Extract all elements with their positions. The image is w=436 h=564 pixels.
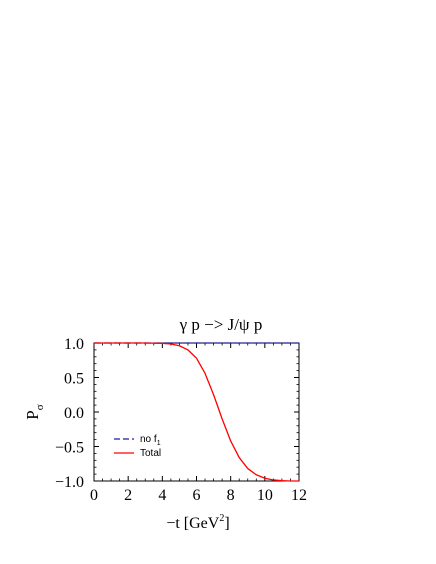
tick-labels: 0 2 4 6 8 10 12 −1.0 −0.5 0.0 0.5 1.0 — [55, 336, 307, 504]
axis-ticks — [93, 342, 300, 482]
x-axis-label-close: ] — [224, 515, 229, 532]
legend-no-f1-sub: 1 — [157, 440, 161, 447]
y-tick-label: −0.5 — [55, 440, 84, 457]
chart-title: γ p −> J/ψ p — [179, 315, 263, 334]
y-axis-label: Pσ — [23, 404, 46, 419]
x-tick-label: 2 — [124, 487, 132, 504]
x-tick-label: 4 — [158, 487, 166, 504]
legend-label-no-f1: no f1 — [140, 434, 161, 447]
y-tick-label: 1.0 — [64, 336, 84, 353]
y-axis-label-main: P — [23, 410, 42, 419]
x-tick-label: 10 — [257, 487, 273, 504]
x-axis-label-sup: 2 — [219, 513, 224, 524]
legend-label-total: Total — [140, 448, 161, 459]
x-axis-label: −t [GeV2] — [166, 513, 229, 532]
legend: no f1 Total — [114, 434, 161, 459]
x-axis-label-main: −t [GeV — [166, 515, 219, 532]
plot-frame — [93, 342, 300, 482]
x-tick-label: 12 — [291, 487, 307, 504]
y-tick-label: 0.5 — [64, 371, 84, 388]
series-line-1 — [94, 342, 299, 482]
series-layer — [94, 342, 299, 482]
x-tick-label: 6 — [193, 487, 201, 504]
y-axis-label-sub: σ — [34, 404, 46, 410]
legend-no-f1-main: no f — [140, 434, 157, 445]
x-tick-label: 0 — [90, 487, 98, 504]
y-tick-label: 0.0 — [64, 405, 84, 422]
x-tick-label: 8 — [227, 487, 235, 504]
y-tick-label: −1.0 — [55, 474, 84, 491]
